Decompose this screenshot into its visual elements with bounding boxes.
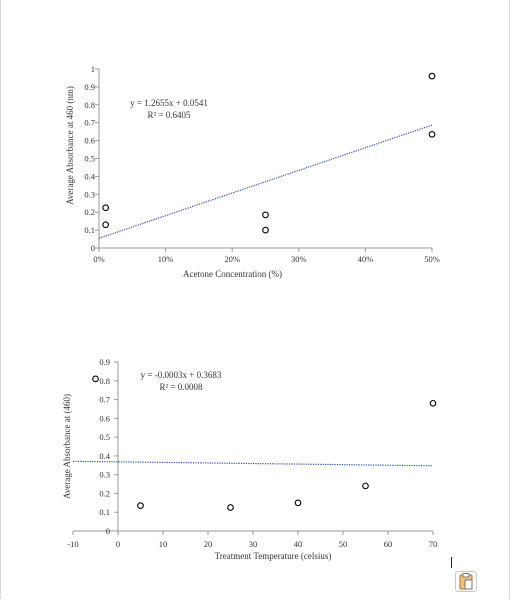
x-tick-label: 40%: [358, 254, 374, 264]
clipboard-paste-icon: [459, 573, 473, 590]
trendline-r-squared: R² = 0.6405: [147, 110, 191, 120]
x-tick-label: 30: [249, 539, 258, 549]
data-point: [362, 482, 369, 490]
data-point: [102, 204, 110, 212]
x-tick-label: 0: [116, 539, 120, 549]
y-tick-label: 0.1: [99, 507, 110, 517]
x-tick-label: 20%: [224, 254, 240, 264]
x-axis-title: Acetone Concentration (%): [183, 269, 282, 279]
y-tick-label: 0.7: [99, 395, 110, 405]
y-tick-label: 0.2: [84, 207, 95, 217]
x-tick-label: 20: [204, 539, 213, 549]
x-tick-label: 70: [429, 539, 438, 549]
x-tick-label: 30%: [291, 254, 307, 264]
y-tick-label: 0.2: [99, 488, 110, 498]
y-tick-label: 1: [91, 64, 95, 74]
y-tick-label: 0.9: [99, 357, 110, 367]
paste-options-button[interactable]: [455, 571, 477, 592]
x-tick-label: 10%: [158, 254, 174, 264]
data-point: [262, 226, 269, 234]
text-cursor: [451, 557, 452, 568]
y-tick-label: 0.8: [99, 376, 110, 386]
trendline-equation: y = 1.2655x + 0.0541: [130, 98, 208, 108]
trendline-r-squared: R² = 0.0008: [159, 382, 203, 392]
x-tick-label: -10: [67, 539, 78, 549]
y-tick-label: 0.6: [84, 136, 95, 146]
data-point: [92, 375, 99, 383]
data-point: [428, 130, 436, 138]
y-tick-label: 0.5: [99, 432, 110, 442]
y-tick-label: 0.6: [99, 413, 110, 423]
page-left-edge: [0, 0, 1, 599]
y-tick-label: 0.4: [84, 171, 95, 181]
y-tick-label: 0.1: [84, 225, 95, 235]
x-tick-label: 50: [339, 539, 348, 549]
page-right-edge: [509, 0, 510, 599]
data-point: [262, 211, 269, 219]
x-tick-label: 40: [294, 539, 303, 549]
y-tick-label: 0.5: [84, 154, 95, 164]
x-tick-label: 10: [159, 539, 168, 549]
y-tick-label: 0.3: [84, 189, 95, 199]
data-point: [102, 221, 110, 229]
trendline-equation: y = -0.0003x + 0.3683: [141, 370, 222, 380]
y-tick-label: 0: [91, 243, 95, 253]
y-tick-label: 0.9: [84, 82, 95, 92]
y-tick-label: 0.8: [84, 100, 95, 110]
y-axis-title: Average Absorbance at 460 (nm): [65, 86, 75, 205]
data-point: [137, 502, 144, 510]
y-tick-label: 0: [106, 526, 110, 536]
y-axis-title: Average Absorbance at (460): [62, 394, 72, 499]
linear-trendline: [98, 124, 433, 239]
x-tick-label: 50%: [424, 254, 440, 264]
data-point: [227, 504, 234, 511]
x-tick-label: 0%: [93, 254, 104, 264]
data-point: [428, 72, 436, 80]
data-point: [294, 499, 302, 507]
linear-trendline: [72, 460, 434, 467]
x-tick-label: 60: [384, 539, 393, 549]
y-tick-label: 0.4: [99, 451, 110, 461]
data-point: [429, 399, 437, 407]
y-tick-label: 0.3: [99, 470, 110, 480]
y-tick-label: 0.7: [84, 118, 95, 128]
x-axis-title: Treatment Temperature (celsius): [215, 551, 332, 561]
